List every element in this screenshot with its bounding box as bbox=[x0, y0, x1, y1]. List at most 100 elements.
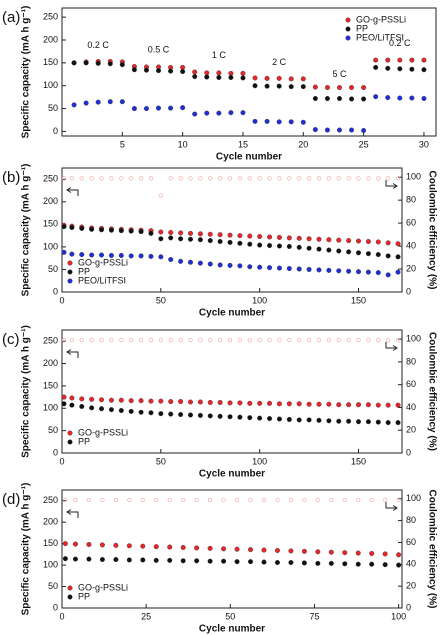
data-point bbox=[316, 267, 322, 273]
x-tick-label: 0 bbox=[59, 611, 64, 621]
data-point bbox=[217, 262, 223, 268]
y-tick-label: 200 bbox=[43, 196, 58, 206]
data-point bbox=[397, 66, 403, 72]
data-point bbox=[257, 415, 263, 421]
data-point bbox=[276, 234, 282, 240]
data-point bbox=[108, 397, 114, 403]
data-point bbox=[204, 74, 210, 80]
legend-marker bbox=[345, 17, 351, 23]
data-point bbox=[197, 237, 203, 243]
data-point bbox=[158, 254, 164, 260]
data-point bbox=[197, 399, 203, 405]
annotation: 0.2 C bbox=[389, 38, 411, 48]
data-point bbox=[326, 237, 332, 243]
data-point bbox=[180, 558, 186, 564]
data-point bbox=[197, 260, 203, 266]
data-point bbox=[397, 95, 403, 101]
data-point bbox=[178, 258, 184, 264]
data-point bbox=[286, 266, 292, 272]
data-point bbox=[276, 401, 282, 407]
data-point bbox=[126, 543, 132, 549]
data-point bbox=[421, 57, 427, 63]
data-point bbox=[326, 267, 332, 273]
data-point bbox=[356, 250, 362, 256]
data-point bbox=[128, 398, 134, 404]
data-point bbox=[143, 106, 149, 112]
legend-label: PP bbox=[356, 23, 368, 33]
ce-marker bbox=[237, 176, 243, 181]
data-point bbox=[217, 399, 223, 405]
ce-marker bbox=[198, 176, 203, 181]
data-point bbox=[365, 251, 371, 257]
data-point bbox=[409, 95, 415, 101]
data-point bbox=[72, 556, 78, 562]
y2-axis-label: Coulombic efficiency (%) bbox=[426, 490, 437, 609]
ce-marker bbox=[356, 497, 361, 502]
data-point bbox=[385, 57, 391, 63]
ce-marker bbox=[306, 176, 312, 181]
data-point bbox=[306, 245, 312, 251]
ce-marker bbox=[342, 497, 347, 502]
ce-marker bbox=[336, 176, 341, 181]
y-tick-label: 0 bbox=[53, 447, 58, 457]
data-point bbox=[267, 416, 273, 422]
data-point bbox=[316, 246, 322, 252]
data-point bbox=[296, 401, 302, 407]
data-point bbox=[356, 419, 362, 425]
data-point bbox=[207, 231, 213, 237]
data-point bbox=[168, 257, 174, 263]
ce-marker bbox=[346, 338, 351, 343]
ce-marker bbox=[234, 497, 240, 502]
data-point bbox=[349, 85, 355, 91]
data-point bbox=[234, 559, 240, 565]
data-point bbox=[168, 68, 174, 74]
data-point bbox=[237, 414, 243, 420]
y-tick-label: 100 bbox=[43, 403, 58, 413]
ce-marker bbox=[168, 176, 173, 181]
data-point bbox=[286, 401, 292, 407]
axis-arrow bbox=[66, 509, 79, 518]
data-point bbox=[342, 561, 348, 567]
data-point bbox=[138, 409, 144, 415]
data-point bbox=[140, 557, 146, 563]
data-point bbox=[89, 405, 95, 411]
data-point bbox=[346, 418, 352, 424]
data-point bbox=[79, 403, 85, 409]
data-point bbox=[180, 105, 186, 111]
ce-marker bbox=[89, 338, 94, 343]
legend-marker bbox=[67, 594, 73, 600]
ce-marker bbox=[386, 338, 391, 343]
data-point bbox=[168, 399, 174, 405]
data-point bbox=[221, 546, 227, 552]
data-point bbox=[397, 57, 403, 63]
data-point bbox=[138, 398, 144, 404]
data-point bbox=[369, 551, 375, 557]
data-point bbox=[336, 96, 342, 102]
data-point bbox=[62, 556, 68, 562]
data-point bbox=[395, 254, 401, 260]
data-point bbox=[119, 62, 125, 68]
data-point bbox=[128, 408, 134, 414]
ce-marker bbox=[247, 176, 252, 181]
ce-marker bbox=[316, 176, 322, 181]
data-point bbox=[143, 67, 149, 73]
data-point bbox=[108, 227, 114, 233]
data-point bbox=[356, 269, 362, 275]
data-point bbox=[288, 76, 294, 82]
y2-tick-label: 60 bbox=[406, 379, 416, 389]
legend-marker bbox=[67, 585, 73, 591]
data-point bbox=[257, 264, 263, 270]
data-point bbox=[316, 401, 322, 407]
data-point bbox=[296, 244, 302, 250]
data-point bbox=[306, 266, 312, 272]
data-point bbox=[69, 395, 75, 401]
data-point bbox=[286, 416, 292, 422]
y2-tick-label: 40 bbox=[406, 402, 416, 412]
data-point bbox=[375, 402, 381, 408]
panel-label: (b) bbox=[2, 169, 20, 186]
ce-marker bbox=[208, 497, 213, 502]
data-point bbox=[312, 84, 318, 90]
y-tick-label: 50 bbox=[48, 264, 58, 274]
axis-arrow bbox=[385, 502, 398, 511]
ce-marker bbox=[386, 176, 391, 181]
